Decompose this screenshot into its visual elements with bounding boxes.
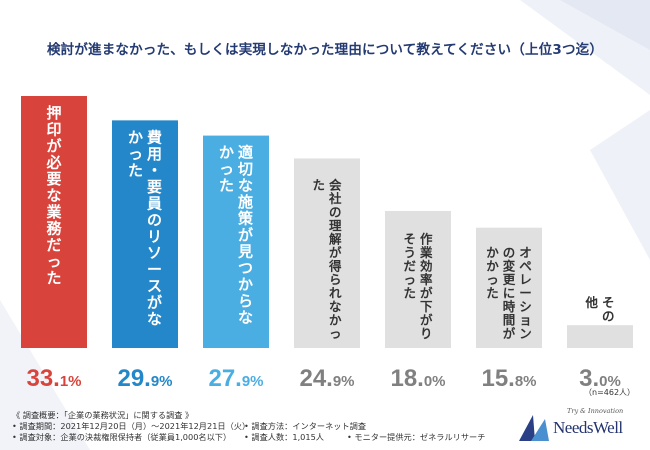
bar-group-4: 会社の理解が得られなかった 24.9% <box>294 158 360 392</box>
bar-chart: 押印が必要な業務だった 33.1% 費用・要員のリソースがなかった 29.9% 適切な施… <box>21 96 633 392</box>
category-label-3: 適切な施策が見つからなかった <box>219 144 254 327</box>
bar-group-3: 適切な施策が見つからなかった 27.9% <box>203 135 269 392</box>
value-label-6: 15.8% <box>481 365 536 392</box>
category-label-1: 押印が必要な業務だった <box>45 104 62 287</box>
logo-name: NeedsWell <box>553 418 623 437</box>
value-label-3: 27.9% <box>208 365 263 392</box>
bar-5 <box>385 210 451 348</box>
value-label-1: 33.1% <box>26 365 81 392</box>
bar-group-5: 作業効率が下がりそうだった 18.0% <box>385 210 451 392</box>
bar-6 <box>476 227 542 348</box>
sample-size-note: （n=462人） <box>584 388 636 397</box>
bar-3 <box>203 135 269 348</box>
bar-group-1: 押印が必要な業務だった 33.1% <box>21 96 87 392</box>
category-label-2: 費用・要員のリソースがなかった <box>128 128 163 328</box>
bar-1 <box>21 96 87 348</box>
survey-count: • 調査人数：1,015人 <box>244 432 324 442</box>
category-label-7: その他 <box>584 295 614 324</box>
survey-method: • 調査方法：インターネット調査 <box>244 421 367 431</box>
bar-2 <box>112 120 178 348</box>
category-label-6: オペレーションの変更に時間がかかった <box>486 245 532 341</box>
category-label-5: 作業効率が下がりそうだった <box>403 232 433 342</box>
bar-group-2: 費用・要員のリソースがなかった 29.9% <box>112 120 178 392</box>
value-label-4: 24.9% <box>299 365 354 392</box>
survey-period: • 調査期間：2021年12月20日（月）〜2021年12月21日（火） <box>12 421 251 431</box>
value-label-5: 18.0% <box>390 365 445 392</box>
survey-summary: 《 調査概要：「企業の業務状況」に関する調査 》 <box>12 410 194 420</box>
needswell-logo: Try & Innovation NeedsWell <box>517 407 637 445</box>
bar-group-7: その他 3.0% <box>567 295 633 392</box>
survey-footer: 《 調査概要：「企業の業務状況」に関する調査 》 • 調査期間：2021年12月… <box>12 410 486 443</box>
survey-provider: • モニター提供元：ゼネラルリサーチ <box>347 432 486 442</box>
survey-target: • 調査対象：企業の決裁権限保持者（従業員1,000名以下） <box>12 432 232 442</box>
logo-mark-icon <box>519 415 549 441</box>
category-label-4: 会社の理解が得られなかった <box>312 178 342 342</box>
value-label-2: 29.9% <box>117 365 172 392</box>
chart-title: 検討が進まなかった、もしくは実現しなかった理由について教えてください（上位3つ迄… <box>46 42 604 58</box>
bar-group-6: オペレーションの変更に時間がかかった 15.8% <box>476 227 542 392</box>
logo-tagline: Try & Innovation <box>567 407 624 415</box>
bar-7 <box>567 325 633 348</box>
bar-4 <box>294 158 360 348</box>
value-label-7: 3.0% <box>579 365 621 392</box>
